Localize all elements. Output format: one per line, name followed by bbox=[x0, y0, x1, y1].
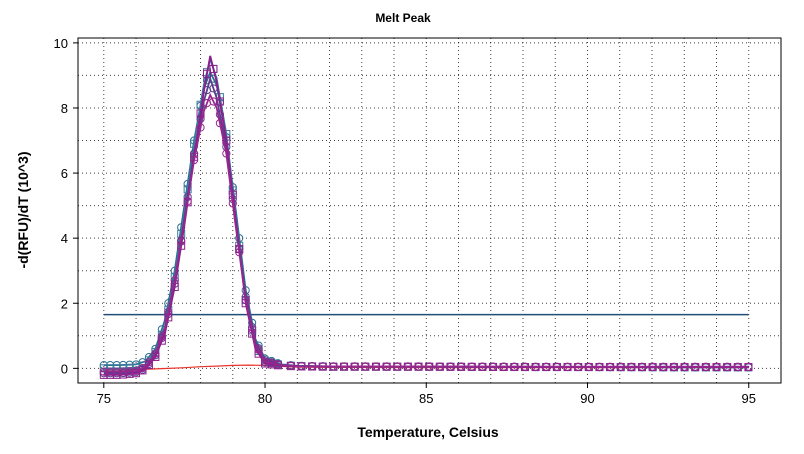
data-point bbox=[637, 362, 647, 371]
y-tick-label: 6 bbox=[61, 166, 68, 181]
data-point bbox=[531, 362, 540, 371]
chart-title: Melt Peak bbox=[375, 11, 431, 25]
data-point bbox=[215, 97, 224, 106]
data-point bbox=[446, 362, 455, 371]
data-point bbox=[170, 276, 179, 285]
y-tick-label: 2 bbox=[61, 296, 68, 311]
data-point bbox=[273, 360, 283, 369]
y-axis-label: -d(RFU)/dT (10^3) bbox=[15, 151, 31, 268]
data-point bbox=[215, 119, 224, 128]
x-tick-label: 75 bbox=[97, 391, 111, 406]
data-point bbox=[260, 357, 270, 366]
data-point bbox=[457, 362, 466, 371]
data-point bbox=[202, 69, 211, 78]
grid-layer bbox=[78, 38, 782, 383]
data-point bbox=[267, 359, 276, 368]
plot-frame bbox=[77, 37, 782, 384]
data-point bbox=[393, 362, 402, 371]
data-point bbox=[648, 362, 657, 371]
data-point bbox=[488, 362, 498, 371]
x-tick-label: 95 bbox=[742, 391, 756, 406]
data-point bbox=[691, 362, 700, 371]
data-point bbox=[563, 362, 572, 371]
data-point bbox=[552, 362, 561, 371]
data-point bbox=[574, 362, 583, 371]
data-point bbox=[106, 367, 115, 376]
series-line bbox=[103, 92, 749, 373]
data-point bbox=[435, 362, 444, 371]
data-point bbox=[669, 362, 679, 371]
y-tick-label: 8 bbox=[61, 101, 68, 116]
data-point bbox=[712, 362, 721, 371]
data-point bbox=[339, 362, 349, 371]
data-point bbox=[382, 362, 391, 371]
data-point bbox=[478, 362, 487, 371]
data-point bbox=[308, 362, 317, 371]
data-point bbox=[350, 362, 359, 371]
data-point bbox=[99, 370, 108, 379]
data-point bbox=[99, 367, 108, 376]
data-point bbox=[196, 123, 205, 132]
y-tick-label: 10 bbox=[54, 36, 68, 51]
data-point bbox=[138, 364, 147, 373]
data-point bbox=[510, 362, 519, 371]
data-point bbox=[189, 155, 199, 165]
data-point bbox=[215, 110, 224, 119]
data-point bbox=[414, 362, 423, 371]
data-point bbox=[744, 362, 753, 371]
series-layer bbox=[99, 55, 753, 379]
data-point bbox=[119, 367, 128, 376]
y-tick-label: 4 bbox=[61, 231, 68, 246]
data-point bbox=[701, 362, 710, 371]
data-point bbox=[659, 362, 668, 371]
x-tick-label: 90 bbox=[580, 391, 594, 406]
x-tick-label: 80 bbox=[258, 391, 272, 406]
data-point bbox=[209, 97, 218, 106]
data-point bbox=[605, 362, 615, 371]
data-point bbox=[467, 362, 476, 371]
data-point bbox=[241, 295, 250, 305]
tick-layer: 75 80 85 90 95 0 2 4 6 8 10 bbox=[54, 36, 756, 406]
data-point bbox=[542, 362, 551, 371]
data-point bbox=[177, 237, 186, 246]
melt-curve-series-5 bbox=[99, 92, 753, 376]
data-point bbox=[151, 349, 160, 358]
x-tick-label: 85 bbox=[419, 391, 433, 406]
data-point bbox=[157, 332, 166, 341]
data-point bbox=[425, 362, 434, 371]
data-point bbox=[680, 362, 689, 371]
data-point bbox=[627, 362, 636, 371]
data-point bbox=[318, 362, 327, 371]
data-point bbox=[584, 362, 593, 371]
y-tick-label: 0 bbox=[61, 361, 68, 376]
data-point bbox=[112, 367, 121, 376]
data-point bbox=[222, 149, 231, 158]
data-point bbox=[183, 197, 192, 206]
data-point bbox=[297, 362, 306, 371]
x-axis-label: Temperature, Celsius bbox=[357, 424, 499, 440]
data-point bbox=[733, 362, 742, 371]
data-point bbox=[499, 362, 508, 371]
data-point bbox=[254, 345, 263, 355]
data-point bbox=[403, 362, 412, 371]
data-point bbox=[723, 362, 732, 371]
data-point bbox=[371, 362, 381, 371]
data-point bbox=[144, 358, 154, 367]
data-point bbox=[616, 362, 625, 371]
data-point bbox=[164, 307, 173, 317]
melt-curve-series-4 bbox=[99, 55, 753, 379]
data-point bbox=[329, 362, 338, 371]
data-point bbox=[286, 361, 295, 370]
data-point bbox=[125, 367, 134, 376]
data-point bbox=[209, 64, 218, 73]
data-point bbox=[248, 325, 257, 334]
data-point bbox=[235, 248, 244, 257]
data-point bbox=[595, 362, 604, 371]
data-point bbox=[361, 362, 370, 371]
data-point bbox=[520, 362, 530, 371]
data-point bbox=[228, 199, 237, 208]
